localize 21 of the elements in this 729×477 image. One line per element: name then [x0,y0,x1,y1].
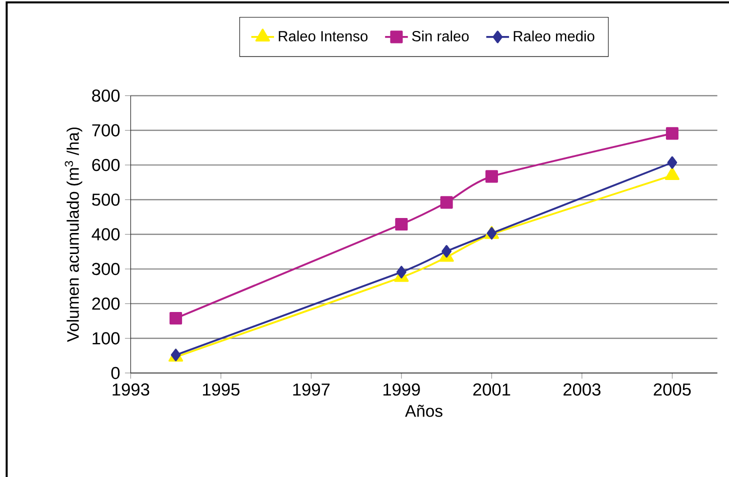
y-tick-label: 400 [92,228,120,240]
x-tick-label: 1995 [202,383,240,396]
y-tick-label: 200 [92,298,120,310]
y-tick-label: 600 [92,158,120,172]
x-tick-label: 1999 [383,383,420,396]
y-tick-label: 300 [92,262,120,276]
legend-label: Raleo medio [514,30,594,42]
x-tick-label: 1997 [293,383,330,396]
x-tick-label: 1993 [112,383,150,396]
y-tick-label: 800 [92,90,120,102]
y-axis-title: Volumen acumulado (m$^{3}$ /ha) [64,128,82,342]
x-tick-label: 2003 [564,383,600,396]
y-tick-label: 500 [92,194,120,206]
legend-label: Raleo Intenso [278,30,368,42]
x-tick-label: 2001 [473,383,510,396]
legend-label: Sin raleo [412,30,469,42]
x-tick-label: 2005 [654,383,691,396]
y-tick-label: 100 [92,332,120,344]
y-tick-label: 700 [92,124,120,136]
y-tick-label: 0 [111,366,120,380]
x-axis-title: Años [405,404,442,417]
